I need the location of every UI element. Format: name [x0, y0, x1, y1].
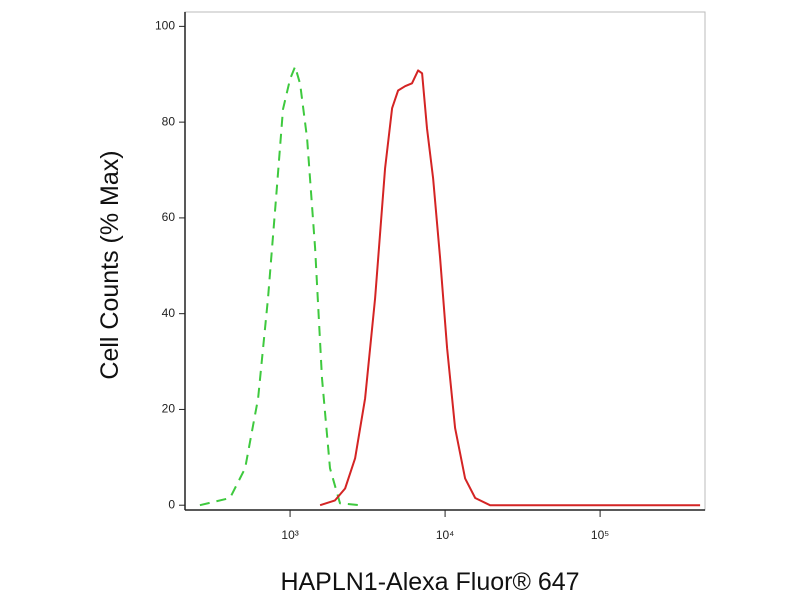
- histogram-line: [199, 65, 361, 507]
- y-tick-label: 40: [162, 306, 176, 320]
- histogram-line: [319, 69, 701, 507]
- x-tick-label: 10⁴: [436, 528, 455, 542]
- y-tick-label: 0: [168, 497, 175, 511]
- y-tick-label: 60: [162, 210, 176, 224]
- plot-frame: [184, 11, 706, 511]
- x-axis-title: HAPLN1-Alexa Fluor® 647: [280, 568, 579, 596]
- y-tick-label: 20: [162, 402, 176, 416]
- x-tick-label: 10⁵: [591, 528, 609, 542]
- y-axis-title: Cell Counts (% Max): [96, 150, 124, 379]
- y-tick-label: 100: [155, 19, 175, 33]
- x-tick-label: 10³: [281, 528, 298, 542]
- y-tick-label: 80: [162, 114, 176, 128]
